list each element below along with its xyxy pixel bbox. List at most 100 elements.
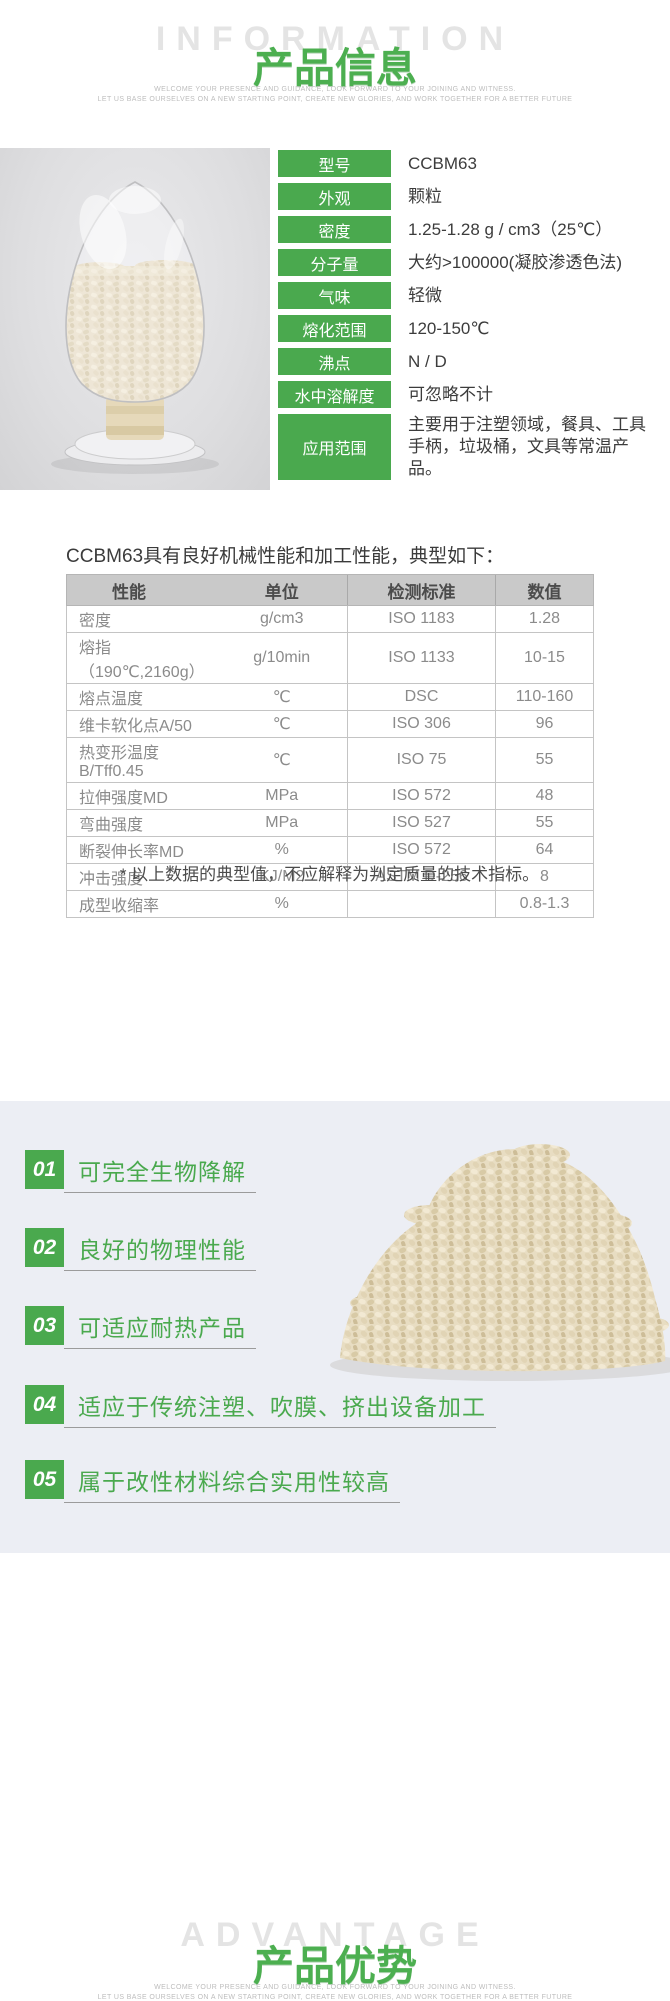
advantage-number-badge: 03 bbox=[25, 1306, 64, 1345]
info-title: 产品信息 bbox=[253, 45, 417, 91]
spec-label: 分子量 bbox=[278, 249, 391, 276]
spec-label: 型号 bbox=[278, 150, 391, 177]
info-tagline-2: LET US BASE OURSELVES ON A NEW STARTING … bbox=[97, 96, 573, 103]
advantage-text: 可完全生物降解 bbox=[78, 1158, 246, 1185]
advantage-item-2: 02 良好的物理性能 bbox=[25, 1228, 256, 1271]
spec-row-density: 密度 1.25-1.28 g / cm3（25℃） bbox=[278, 216, 660, 243]
table-row: 热变形温度 B/Tff0.45 ℃ ISO 75 55 bbox=[66, 737, 594, 783]
cell-unit: MPa bbox=[216, 809, 348, 837]
cell-value: 96 bbox=[495, 710, 594, 738]
table-row: 熔指（190℃,2160g） g/10min ISO 1133 10-15 bbox=[66, 632, 594, 684]
spec-row-water-solubility: 水中溶解度 可忽略不计 bbox=[278, 381, 660, 408]
pellet-pile-photo bbox=[330, 1144, 670, 1381]
advantage-tagline-1: WELCOME YOUR PRESENCE AND GUIDANCE, LOOK… bbox=[154, 1984, 516, 1991]
mech-header-row: 性能 单位 检测标准 数值 bbox=[66, 574, 594, 606]
cell-value: 55 bbox=[495, 737, 594, 783]
cell-value: 0.8-1.3 bbox=[495, 890, 594, 918]
cell-standard: ASTM D-256 bbox=[347, 863, 496, 891]
cell-property: 熔指（190℃,2160g） bbox=[66, 632, 217, 684]
mech-header-value: 数值 bbox=[495, 574, 594, 606]
cell-value: 8 bbox=[495, 863, 594, 891]
cell-unit: g/cm3 bbox=[216, 605, 348, 633]
cell-property: 密度 bbox=[66, 605, 217, 633]
advantage-item-3: 03 可适应耐热产品 bbox=[25, 1306, 256, 1349]
cell-unit: ℃ bbox=[216, 683, 348, 711]
cell-standard: ISO 527 bbox=[347, 809, 496, 837]
spec-label: 气味 bbox=[278, 282, 391, 309]
spec-label: 密度 bbox=[278, 216, 391, 243]
mech-header-property: 性能 bbox=[66, 574, 217, 606]
spec-row-melting-range: 熔化范围 120-150℃ bbox=[278, 315, 660, 342]
cell-value: 1.28 bbox=[495, 605, 594, 633]
cell-unit: ℃ bbox=[216, 737, 348, 783]
cell-unit: ℃ bbox=[216, 710, 348, 738]
cell-property: 冲击强度 bbox=[66, 863, 217, 891]
spec-value: 轻微 bbox=[408, 285, 442, 305]
mech-header-standard: 检测标准 bbox=[347, 574, 496, 606]
cell-property: 弯曲强度 bbox=[66, 809, 217, 837]
cell-property: 拉伸强度MD bbox=[66, 782, 217, 810]
mech-footnote: * 以上数据的典型值，不应解释为判定质量的技术指标。 bbox=[119, 865, 540, 884]
cell-unit: KJ/M2 bbox=[216, 863, 348, 891]
cell-standard: ISO 306 bbox=[347, 710, 496, 738]
advantage-text: 属于改性材料综合实用性较高 bbox=[78, 1468, 390, 1495]
spec-value: 1.25-1.28 g / cm3（25℃） bbox=[408, 219, 613, 239]
cell-unit: % bbox=[216, 890, 348, 918]
cell-value: 48 bbox=[495, 782, 594, 810]
spec-label: 应用范围 bbox=[278, 414, 391, 480]
table-row: 熔点温度 ℃ DSC 110-160 bbox=[66, 683, 594, 711]
advantage-number-badge: 04 bbox=[25, 1385, 64, 1424]
spec-row-boiling-point: 沸点 N / D bbox=[278, 348, 660, 375]
spec-label: 熔化范围 bbox=[278, 315, 391, 342]
spec-row-appearance: 外观 颗粒 bbox=[278, 183, 660, 210]
advantage-item-1: 01 可完全生物降解 bbox=[25, 1150, 256, 1193]
advantage-text: 可适应耐热产品 bbox=[78, 1314, 246, 1341]
cell-value: 10-15 bbox=[495, 632, 594, 684]
spec-label: 外观 bbox=[278, 183, 391, 210]
spec-row-odor: 气味 轻微 bbox=[278, 282, 660, 309]
spec-value: N / D bbox=[408, 351, 447, 371]
cell-unit: MPa bbox=[216, 782, 348, 810]
cell-standard: DSC bbox=[347, 683, 496, 711]
spec-value: 主要用于注塑领域，餐具、工具手柄，垃圾桶，文具等常温产品。 bbox=[408, 415, 646, 478]
spec-value: 颗粒 bbox=[408, 186, 442, 206]
spec-list: 型号 CCBM63 外观 颗粒 密度 1.25-1.28 g / cm3（25℃… bbox=[278, 150, 660, 486]
spec-row-molecular-weight: 分子量 大约>100000(凝胶渗透色法) bbox=[278, 249, 660, 276]
cell-property: 维卡软化点A/50 bbox=[66, 710, 217, 738]
mech-header-unit: 单位 bbox=[216, 574, 348, 606]
table-row: 弯曲强度 MPa ISO 527 55 bbox=[66, 809, 594, 837]
advantage-item-4: 04 适应于传统注塑、吹膜、挤出设备加工 bbox=[25, 1385, 496, 1428]
cell-standard: ISO 1183 bbox=[347, 605, 496, 633]
spec-value: CCBM63 bbox=[408, 153, 477, 173]
advantage-number-badge: 05 bbox=[25, 1460, 64, 1499]
advantage-header: ADVANTAGE 产品优势 WELCOME YOUR PRESENCE AND… bbox=[0, 940, 670, 2001]
mech-intro: CCBM63具有良好机械性能和加工性能，典型如下： bbox=[66, 546, 505, 567]
cell-value: 55 bbox=[495, 809, 594, 837]
cell-standard: ISO 1133 bbox=[347, 632, 496, 684]
cell-property: 热变形温度 B/Tff0.45 bbox=[66, 737, 217, 783]
cell-property: 熔点温度 bbox=[66, 683, 217, 711]
cell-standard bbox=[347, 890, 496, 918]
spec-value: 大约>100000(凝胶渗透色法) bbox=[408, 252, 622, 272]
info-tagline-1: WELCOME YOUR PRESENCE AND GUIDANCE, LOOK… bbox=[154, 86, 516, 93]
advantage-text: 适应于传统注塑、吹膜、挤出设备加工 bbox=[78, 1393, 486, 1420]
table-row: 拉伸强度MD MPa ISO 572 48 bbox=[66, 782, 594, 810]
advantage-item-5: 05 属于改性材料综合实用性较高 bbox=[25, 1460, 400, 1503]
info-header: INFORMATION 产品信息 WELCOME YOUR PRESENCE A… bbox=[0, 0, 670, 140]
cell-property: 断裂伸长率MD bbox=[66, 836, 217, 864]
cell-standard: ISO 572 bbox=[347, 836, 496, 864]
spec-label: 沸点 bbox=[278, 348, 391, 375]
info-watermark: INFORMATION bbox=[155, 20, 515, 58]
flask-illustration bbox=[51, 181, 219, 474]
cell-unit: g/10min bbox=[216, 632, 348, 684]
table-row: 冲击强度 KJ/M2 ASTM D-256 8 bbox=[66, 863, 594, 891]
spec-value: 可忽略不计 bbox=[408, 384, 493, 404]
spec-row-application: 应用范围 主要用于注塑领域，餐具、工具手柄，垃圾桶，文具等常温产品。 bbox=[278, 414, 660, 480]
spec-row-model: 型号 CCBM63 bbox=[278, 150, 660, 177]
spec-label: 水中溶解度 bbox=[278, 381, 391, 408]
advantage-number-badge: 02 bbox=[25, 1228, 64, 1267]
table-row: 密度 g/cm3 ISO 1183 1.28 bbox=[66, 605, 594, 633]
advantage-title: 产品优势 bbox=[253, 1943, 417, 1989]
spec-value: 120-150℃ bbox=[408, 318, 490, 338]
table-row: 维卡软化点A/50 ℃ ISO 306 96 bbox=[66, 710, 594, 738]
